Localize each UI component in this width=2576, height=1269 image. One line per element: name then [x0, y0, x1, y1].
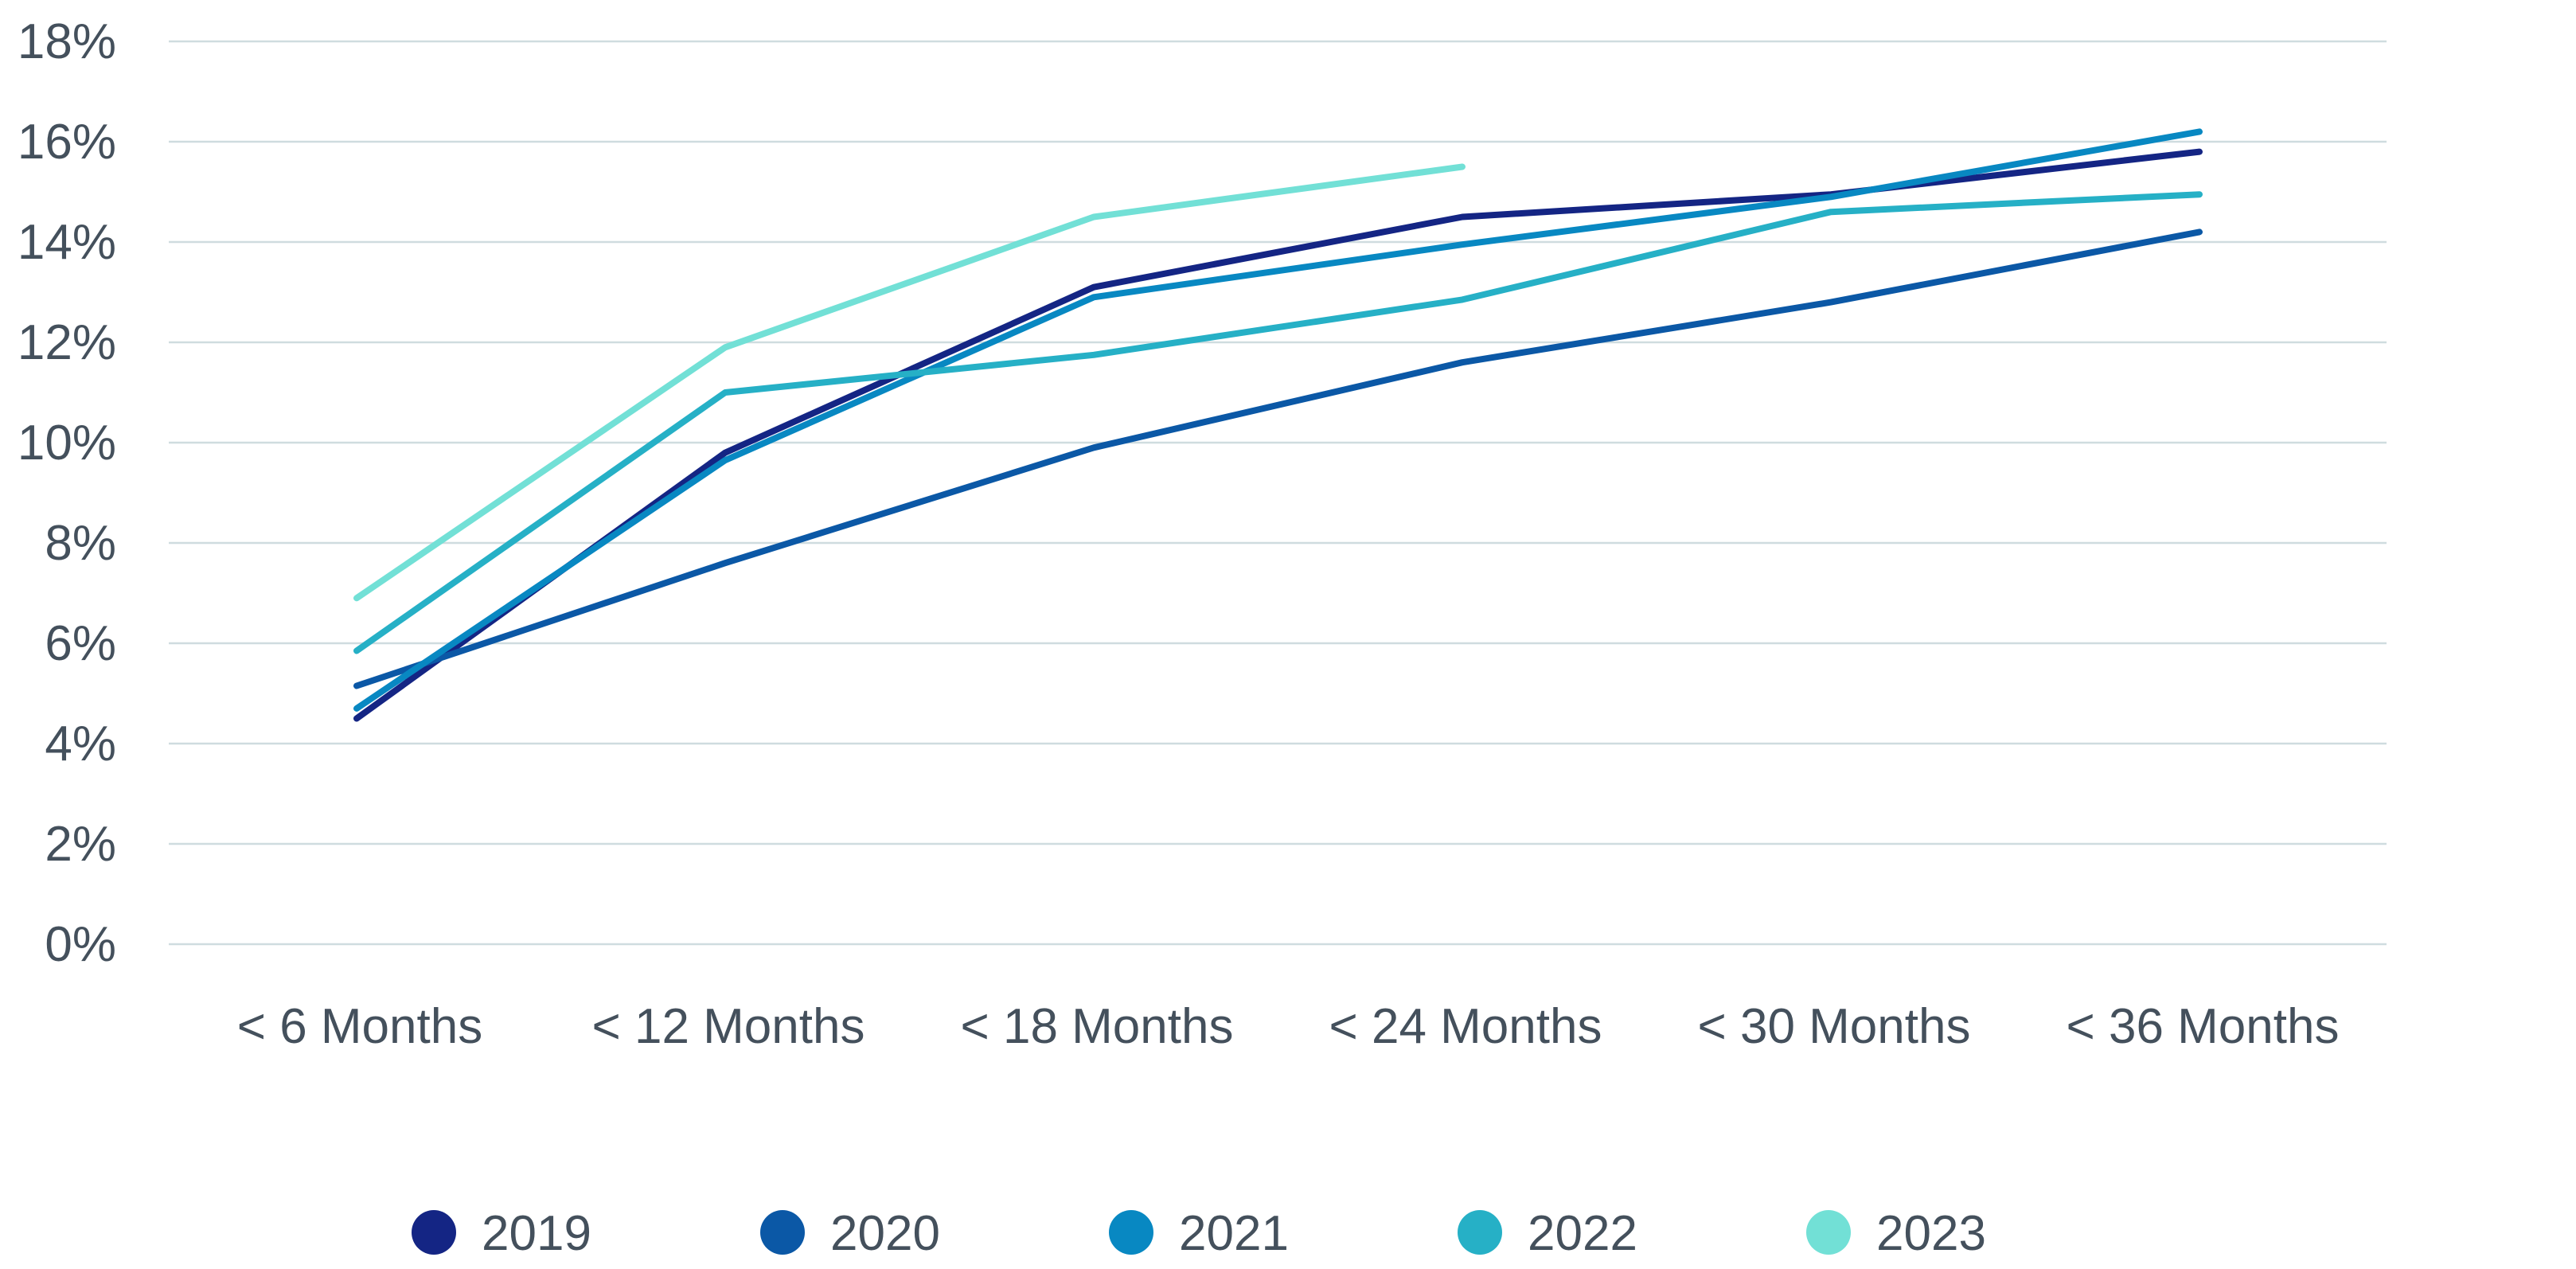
legend-marker-2021	[1109, 1210, 1153, 1255]
y-tick-label: 4%	[45, 716, 116, 771]
y-tick-label: 10%	[18, 416, 116, 471]
y-tick-label: 18%	[18, 14, 116, 69]
y-axis-ticks: 0% 2% 4% 6% 8% 10% 12% 14% 16% 18%	[18, 14, 116, 972]
x-tick-label: < 36 Months	[2067, 999, 2340, 1054]
legend-label-2023: 2023	[1876, 1206, 1986, 1261]
y-tick-label: 0%	[45, 917, 116, 972]
y-tick-label: 12%	[18, 315, 116, 370]
legend-marker-2023	[1806, 1210, 1851, 1255]
series-line-2020	[353, 228, 2203, 689]
y-tick-label: 8%	[45, 516, 116, 571]
series-line-2019	[353, 148, 2203, 722]
gridlines	[169, 40, 2387, 946]
x-tick-label: < 30 Months	[1698, 999, 1971, 1054]
x-tick-label: < 18 Months	[961, 999, 1234, 1054]
x-tick-label: < 12 Months	[592, 999, 865, 1054]
series-line-2022	[353, 191, 2203, 654]
x-tick-label: < 6 Months	[237, 999, 482, 1054]
series-line-2021	[353, 128, 2203, 712]
series-line-2023	[353, 163, 1466, 602]
x-axis-ticks: < 6 Months < 12 Months < 18 Months < 24 Mon…	[237, 999, 2340, 1054]
y-tick-label: 14%	[18, 215, 116, 270]
y-tick-label: 16%	[18, 115, 116, 170]
y-tick-label: 6%	[45, 616, 116, 671]
legend-label-2022: 2022	[1528, 1206, 1637, 1261]
legend-marker-2019	[412, 1210, 456, 1255]
legend-label-2019: 2019	[482, 1206, 591, 1261]
legend-marker-2022	[1458, 1210, 1502, 1255]
legend: 2019 2020 2021 2022 2023	[412, 1206, 1986, 1261]
y-tick-label: 2%	[45, 817, 116, 872]
legend-label-2020: 2020	[830, 1206, 940, 1261]
x-tick-label: < 24 Months	[1329, 999, 1602, 1054]
series-lines	[353, 128, 2203, 722]
legend-label-2021: 2021	[1179, 1206, 1289, 1261]
legend-marker-2020	[760, 1210, 805, 1255]
